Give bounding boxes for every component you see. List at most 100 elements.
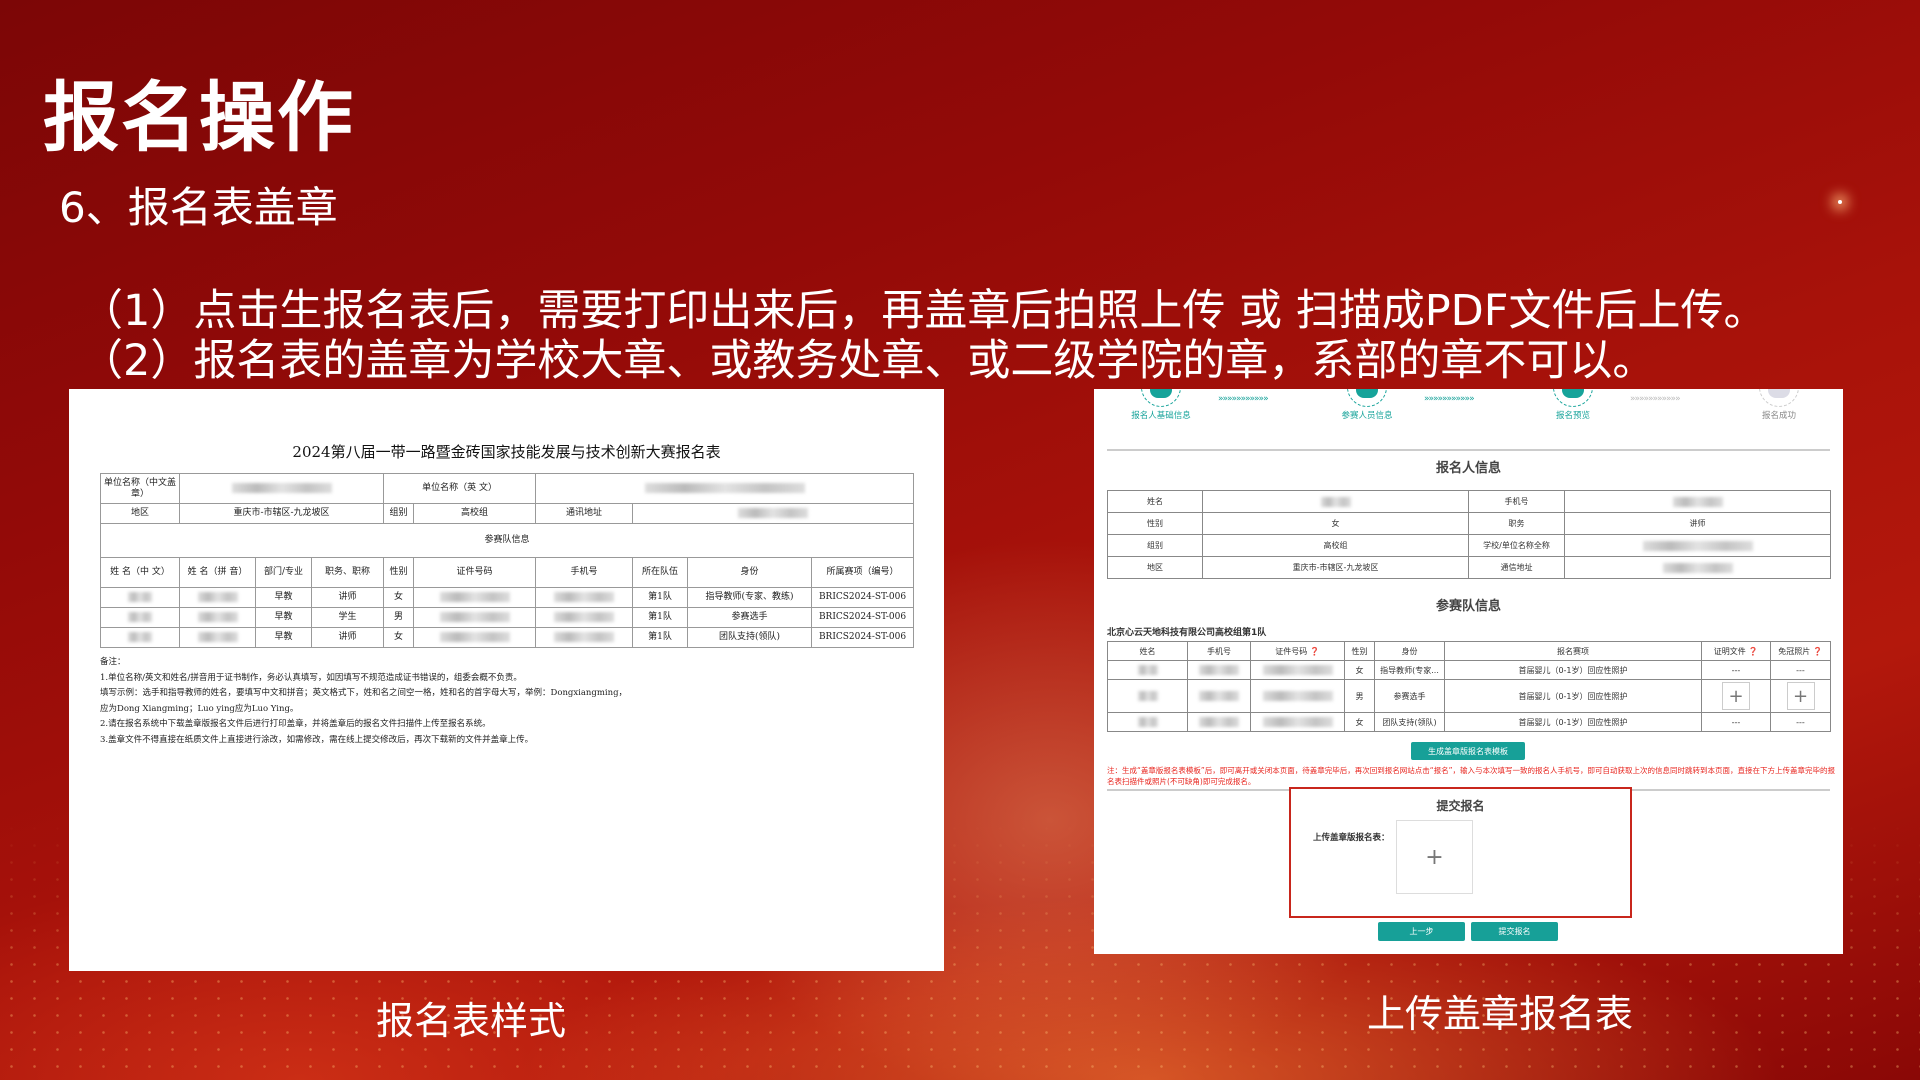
note-line: 应为Dong Xiangming；Luo ying应为Luo Ying。 [100, 703, 299, 714]
address-value [632, 503, 915, 524]
upload-proof-button[interactable]: + [1722, 682, 1750, 710]
team-cell: 第1队 [632, 607, 689, 628]
table-row: 早教 学生 男 第1队 参赛选手 BRICS2024-ST-006 [100, 607, 915, 628]
header-cell: 身份 [687, 557, 813, 588]
event-cell: 首届婴儿（0-1岁）回应性照护 [1444, 712, 1702, 732]
table-row: 早教 讲师 女 第1队 团队支持(领队) BRICS2024-ST-006 [100, 627, 915, 648]
step-label: 报名预览 [1555, 411, 1590, 421]
title-cell: 讲师 [310, 587, 385, 608]
event-cell: 首届婴儿（0-1岁）回应性照护 [1444, 679, 1702, 713]
header-cell: 报名赛项 [1444, 641, 1702, 661]
gender-cell: 男 [1344, 679, 1375, 713]
photo-cell: --- [1770, 660, 1831, 680]
caption-form-sample: 报名表样式 [375, 999, 567, 1043]
field-label: 职务 [1468, 512, 1565, 535]
role-cell: 团队支持(领队) [1374, 712, 1445, 732]
unit-en-label: 单位名称（英 文） [383, 473, 537, 504]
field-value: 高校组 [1202, 534, 1469, 557]
upload-area[interactable]: + [1396, 820, 1473, 894]
header-cell: 证明文件 ❓ [1701, 641, 1771, 661]
form-notes: 备注： 1.单位名称/英文和姓名/拼音用于证书制作，务必认真填写，如因填写不规范… [100, 655, 627, 748]
slide-subtitle: 6、报名表盖章 [59, 183, 338, 232]
gender-cell: 女 [383, 627, 415, 648]
monitor-icon [1553, 389, 1593, 407]
header-cell: 手机号 [535, 557, 634, 588]
star-sparkle [1838, 200, 1842, 204]
header-cell: 手机号 [1187, 641, 1251, 661]
team-cell: 第1队 [632, 587, 689, 608]
gender-cell: 女 [1344, 660, 1375, 680]
step-label: 报名成功 [1761, 411, 1796, 421]
field-label: 组别 [1107, 534, 1203, 557]
note-line: 2.请在报名系统中下载盖章版报名文件后进行打印盖章，并将盖章后的报名文件扫描件上… [100, 719, 491, 729]
submit-title: 提交报名 [1436, 799, 1485, 813]
table-row: 女团队支持(领队) 首届婴儿（0-1岁）回应性照护 --- --- [1107, 712, 1831, 732]
field-label: 姓名 [1107, 490, 1203, 513]
step-basic-info[interactable]: 报名人基础信息 [1101, 389, 1221, 421]
dept-cell: 早教 [255, 607, 312, 628]
header-cell: 姓名 [1107, 641, 1188, 661]
role-cell: 指导教师(专家... [1374, 660, 1445, 680]
field-label: 学校/单位名称全称 [1468, 534, 1565, 557]
field-value: 女 [1202, 512, 1469, 535]
form-sample-panel: 2024第八届一带一路暨金砖国家技能发展与技术创新大赛报名表 单位名称（中文盖章… [69, 389, 944, 971]
table-row: 女指导教师(专家... 首届婴儿（0-1岁）回应性照护 --- --- [1107, 660, 1831, 680]
group-label: 组别 [383, 503, 415, 524]
event-cell: BRICS2024-ST-006 [811, 627, 915, 648]
upload-photo-button[interactable]: + [1786, 682, 1815, 710]
header-cell: 证件号码 ❓ [1250, 641, 1345, 661]
applicant-table: 姓名 手机号 性别女职务 讲师 组别 高校组 学校/单位名称全称 地区 重庆市-市辖区-九… [1107, 490, 1831, 579]
region-value: 重庆市-市辖区-九龙坡区 [178, 503, 385, 524]
submit-button[interactable]: 提交报名 [1471, 922, 1558, 941]
note-line: 1.单位名称/英文和姓名/拼音用于证书制作，务必认真填写，如因填写不规范造成证书… [100, 672, 522, 683]
instruction-1: （1）点击生报名表后，需要打印出来后，再盖章后拍照上传 或 扫描成PDF文件后上… [80, 286, 1767, 336]
step-preview[interactable]: 报名预览 [1513, 389, 1633, 421]
shield-icon [1347, 389, 1387, 407]
header-cell: 部门/专业 [255, 557, 312, 588]
note-line: 填写示例：选手和指导教师的姓名，要填写中文和拼音；英文格式下，姓和名之间空一格，… [100, 688, 628, 698]
unit-en-value [535, 473, 915, 504]
upload-label: 上传盖章版报名表： [1313, 833, 1390, 843]
table-row: 早教 讲师 女 第1队 指导教师(专家、教练) BRICS2024-ST-006 [100, 587, 915, 608]
team-title: 参赛队信息 [1435, 599, 1501, 614]
user-icon [1141, 389, 1181, 407]
dept-cell: 早教 [255, 627, 312, 648]
team-section-label: 参赛队信息 [99, 523, 915, 558]
step-success: 报名成功 [1719, 389, 1839, 421]
field-value: 讲师 [1564, 512, 1831, 535]
document-icon [1759, 389, 1799, 407]
photo-cell: --- [1770, 712, 1831, 732]
divider [1107, 449, 1830, 451]
progress-arrows: »»»»»»»»»»» [1218, 394, 1269, 404]
prev-button[interactable]: 上一步 [1378, 922, 1465, 941]
header-cell: 证件号码 [413, 557, 537, 588]
field-label: 通信地址 [1468, 556, 1565, 579]
caption-upload: 上传盖章报名表 [1366, 992, 1634, 1036]
step-member-info[interactable]: 参赛人员信息 [1307, 389, 1427, 421]
header-cell: 性别 [383, 557, 415, 588]
event-cell: BRICS2024-ST-006 [811, 607, 915, 628]
slide-title: 报名操作 [43, 73, 355, 162]
applicant-title: 报名人信息 [1435, 461, 1501, 476]
gender-cell: 女 [1344, 712, 1375, 732]
form-table: 单位名称（中文盖章） 单位名称（英 文） 地区 重庆市-市辖区-九龙坡区 组别 … [99, 473, 915, 648]
gender-cell: 男 [383, 607, 415, 628]
team-name: 北京心云天地科技有限公司高校组第1队 [1107, 628, 1267, 638]
step-label: 参赛人员信息 [1341, 411, 1393, 421]
header-cell: 身份 [1374, 641, 1445, 661]
event-cell: 首届婴儿（0-1岁）回应性照护 [1444, 660, 1702, 680]
note-line: 备注： [100, 657, 126, 667]
progress-arrows: »»»»»»»»»»» [1424, 394, 1475, 404]
generate-template-button[interactable]: 生成盖章版报名表模板 [1411, 742, 1525, 760]
proof-cell: --- [1701, 660, 1771, 680]
header-cell: 姓 名（拼 音） [179, 557, 256, 588]
title-cell: 学生 [310, 607, 385, 628]
instruction-2: （2）报名表的盖章为学校大章、或教务处章、或二级学院的章，系部的章不可以。 [80, 336, 1656, 386]
field-label: 手机号 [1468, 490, 1565, 513]
team-table: 姓名 手机号 证件号码 ❓ 性别 身份 报名赛项 证明文件 ❓ 免冠照片 ❓ 女指导教师(专家… [1107, 641, 1831, 732]
instruction-note: 注：生成“盖章版报名表模板”后，即可离开或关闭本页面，待盖章完毕后，再次回到报名… [1107, 766, 1836, 786]
header-cell: 所在队伍 [632, 557, 689, 588]
upload-page-panel: 报名人基础信息 »»»»»»»»»»» 参赛人员信息 »»»»»»»»»»» 报… [1094, 389, 1843, 954]
table-row: 男参赛选手 首届婴儿（0-1岁）回应性照护 + + [1107, 679, 1831, 713]
step-label: 报名人基础信息 [1131, 411, 1191, 421]
